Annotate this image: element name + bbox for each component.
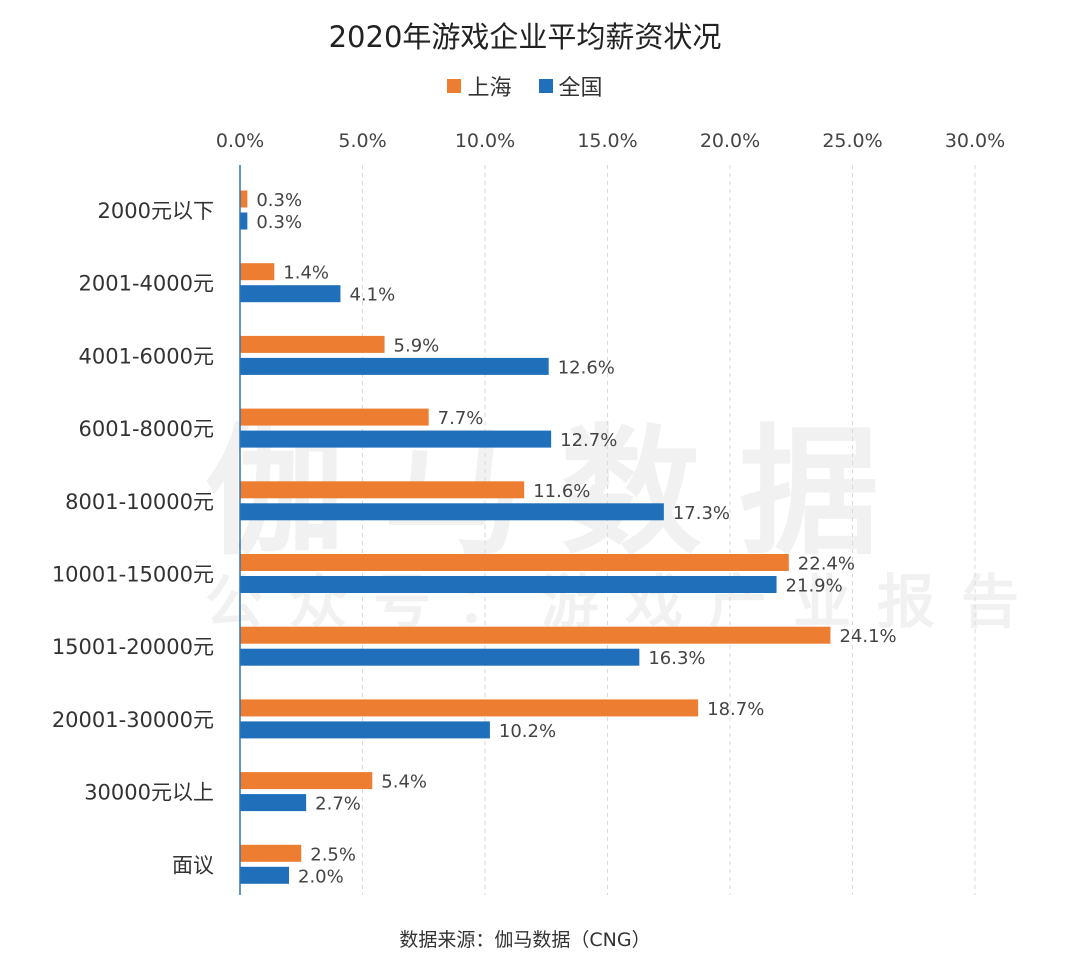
bar-shanghai	[240, 626, 831, 644]
bar-shanghai	[240, 844, 302, 862]
bar-national	[240, 794, 307, 812]
value-label-shanghai: 2.5%	[310, 844, 356, 865]
bar-shanghai	[240, 335, 385, 353]
value-label-national: 17.3%	[673, 503, 730, 524]
category-label: 2000元以下	[98, 199, 214, 223]
value-label-national: 2.7%	[315, 794, 361, 815]
x-tick-label: 10.0%	[455, 130, 515, 152]
source-note: 数据来源：伽马数据（CNG）	[399, 929, 651, 951]
legend-item-national: 全国	[538, 70, 603, 102]
bar-national	[240, 212, 248, 230]
bar-national	[240, 503, 664, 521]
category-label: 6001-8000元	[79, 417, 214, 441]
bar-national	[240, 430, 552, 448]
legend: 上海 全国	[0, 70, 1050, 102]
x-tick-label: 5.0%	[338, 130, 386, 152]
bar-national	[240, 576, 777, 593]
x-tick-label: 15.0%	[577, 130, 637, 152]
legend-swatch-national	[538, 79, 553, 93]
value-label-shanghai: 22.4%	[798, 554, 855, 575]
x-tick-label: 0.0%	[216, 130, 264, 152]
legend-label-shanghai: 上海	[467, 76, 512, 101]
x-tick-label: 25.0%	[822, 130, 882, 152]
bar-national	[240, 866, 289, 884]
bar-shanghai	[240, 554, 789, 571]
category-label: 15001-20000元	[52, 635, 214, 659]
category-label: 8001-10000元	[65, 490, 214, 514]
value-label-shanghai: 11.6%	[533, 481, 590, 502]
value-label-national: 16.3%	[648, 648, 705, 669]
legend-item-shanghai: 上海	[447, 70, 512, 102]
bar-shanghai	[240, 190, 248, 208]
value-label-national: 12.6%	[558, 357, 615, 378]
value-label-shanghai: 1.4%	[283, 263, 329, 284]
category-label: 4001-6000元	[79, 344, 214, 368]
x-tick-label: 20.0%	[700, 130, 760, 152]
value-label-shanghai: 5.9%	[394, 335, 440, 356]
bar-national	[240, 285, 341, 303]
value-label-shanghai: 7.7%	[438, 408, 484, 429]
bar-shanghai	[240, 263, 275, 281]
value-label-national: 12.7%	[560, 430, 617, 451]
category-label: 面议	[172, 853, 214, 877]
chart-title: 2020年游戏企业平均薪资状况	[328, 20, 722, 54]
value-label-shanghai: 24.1%	[839, 626, 896, 647]
bar-shanghai	[240, 699, 699, 717]
legend-label-national: 全国	[558, 76, 603, 101]
category-label: 2001-4000元	[79, 272, 214, 296]
bar-shanghai	[240, 408, 429, 426]
category-label: 20001-30000元	[52, 708, 214, 732]
bar-national	[240, 721, 490, 739]
value-label-national: 21.9%	[786, 576, 843, 597]
bar-shanghai	[240, 481, 525, 499]
value-label-shanghai: 0.3%	[256, 190, 302, 211]
category-label: 30000元以上	[84, 781, 214, 805]
bar-national	[240, 357, 549, 375]
category-label: 10001-15000元	[52, 563, 214, 587]
value-label-national: 2.0%	[298, 866, 344, 887]
value-label-national: 10.2%	[499, 721, 556, 742]
value-label-shanghai: 5.4%	[381, 772, 427, 793]
value-label-national: 0.3%	[256, 212, 302, 233]
legend-swatch-shanghai	[447, 79, 462, 93]
value-label-shanghai: 18.7%	[707, 699, 764, 720]
x-tick-label: 30.0%	[945, 130, 1005, 152]
bar-shanghai	[240, 772, 373, 790]
value-label-national: 4.1%	[349, 285, 395, 306]
bar-national	[240, 648, 640, 666]
